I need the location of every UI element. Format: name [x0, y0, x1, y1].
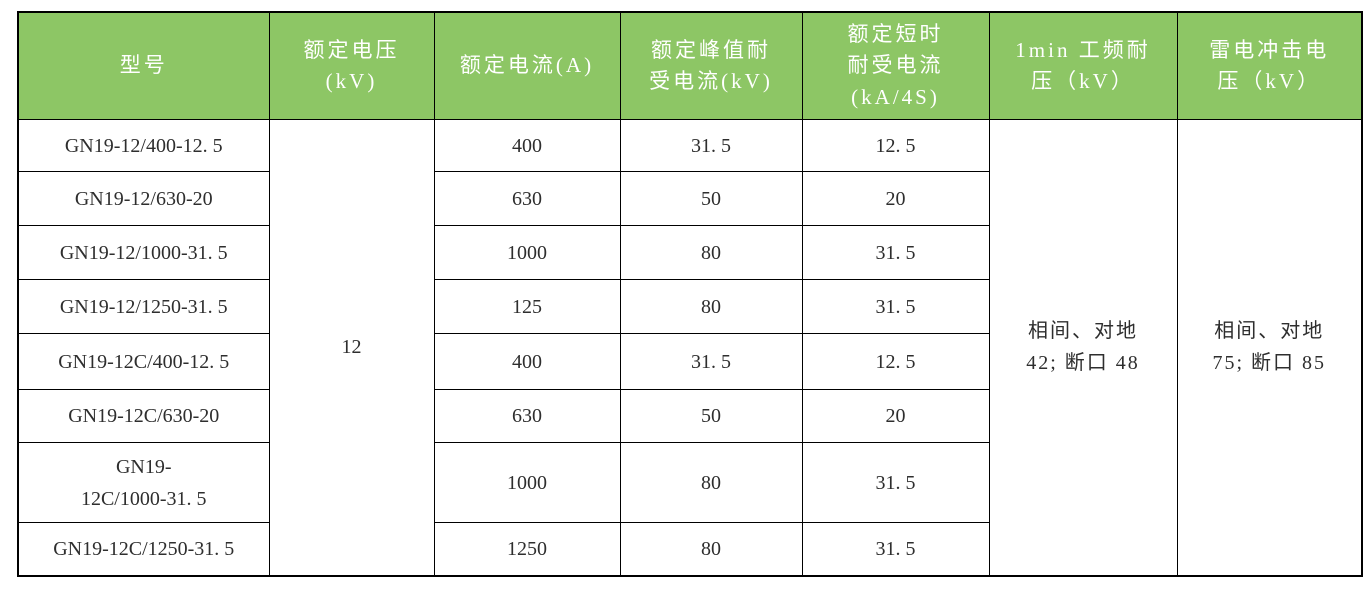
header-row: 型号 额定电压 (kV) 额定电流(A) 额定峰值耐 受电流(kV) 额定短时 …: [17, 11, 1363, 120]
model-cell: GN19-12/400-12. 5: [17, 119, 270, 172]
spec-table-container: 型号 额定电压 (kV) 额定电流(A) 额定峰值耐 受电流(kV) 额定短时 …: [17, 11, 1363, 577]
header-cell-lightning-impulse-voltage: 雷电冲击电 压（kV）: [1176, 11, 1363, 120]
peak-current-cell: 80: [619, 522, 803, 576]
short-time-current-cell: 12. 5: [801, 119, 990, 172]
short-time-current-cell: 31. 5: [801, 279, 990, 334]
table-row: GN19-12/400-12. 5 12 400 31. 5 12. 5 相间、…: [17, 119, 1363, 576]
current-cell: 630: [433, 171, 621, 226]
table-row: GN19-12/630-20 630 50 20: [17, 171, 1362, 226]
short-time-current-cell: 20: [801, 171, 990, 226]
spec-table: 型号 额定电压 (kV) 额定电流(A) 额定峰值耐 受电流(kV) 额定短时 …: [17, 11, 1363, 577]
header-cell-rated-voltage: 额定电压 (kV): [268, 11, 435, 120]
peak-current-cell: 80: [619, 225, 803, 280]
header-cell-rated-current: 额定电流(A): [433, 11, 621, 120]
model-cell: GN19- 12C/1000-31. 5: [17, 442, 270, 523]
model-cell: GN19-12/1250-31. 5: [17, 279, 270, 334]
header-cell-model: 型号: [17, 11, 270, 120]
short-time-current-cell: 31. 5: [801, 225, 990, 280]
header-cell-short-time-withstand-current: 额定短时 耐受电流 (kA/4S): [801, 11, 990, 120]
model-cell: GN19-12C/400-12. 5: [17, 333, 270, 390]
short-time-current-cell: 31. 5: [801, 522, 990, 576]
table-row: GN19-12C/1250-31. 5 1250 80 31. 5: [17, 522, 1362, 576]
table-row: GN19-12C/400-12. 5 400 31. 5 12. 5: [17, 333, 1362, 390]
power-freq-withstand-merged-cell: 相间、对地 42; 断口 48: [988, 119, 1178, 576]
lightning-impulse-merged-cell: 相间、对地 75; 断口 85: [1176, 119, 1363, 576]
current-cell: 1000: [433, 225, 621, 280]
header-cell-peak-withstand-current: 额定峰值耐 受电流(kV): [619, 11, 803, 120]
peak-current-cell: 50: [619, 171, 803, 226]
peak-current-cell: 31. 5: [619, 333, 803, 390]
model-cell: GN19-12C/1250-31. 5: [17, 522, 270, 576]
current-cell: 400: [433, 333, 621, 390]
peak-current-cell: 80: [619, 442, 803, 523]
model-cell: GN19-12C/630-20: [17, 389, 270, 443]
peak-current-cell: 80: [619, 279, 803, 334]
peak-current-cell: 50: [619, 389, 803, 443]
header-cell-power-freq-withstand-voltage: 1min 工频耐 压（kV）: [988, 11, 1178, 120]
current-cell: 125: [433, 279, 621, 334]
current-cell: 400: [433, 119, 621, 172]
current-cell: 1000: [433, 442, 621, 523]
short-time-current-cell: 12. 5: [801, 333, 990, 390]
peak-current-cell: 31. 5: [619, 119, 803, 172]
short-time-current-cell: 20: [801, 389, 990, 443]
table-row: GN19-12/1250-31. 5 125 80 31. 5: [17, 279, 1362, 334]
short-time-current-cell: 31. 5: [801, 442, 990, 523]
table-row: GN19-12C/630-20 630 50 20: [17, 389, 1362, 443]
table-row: GN19-12/1000-31. 5 1000 80 31. 5: [17, 225, 1362, 280]
model-cell: GN19-12/630-20: [17, 171, 270, 226]
current-cell: 1250: [433, 522, 621, 576]
current-cell: 630: [433, 389, 621, 443]
rated-voltage-merged-cell: 12: [268, 119, 435, 576]
model-cell: GN19-12/1000-31. 5: [17, 225, 270, 280]
